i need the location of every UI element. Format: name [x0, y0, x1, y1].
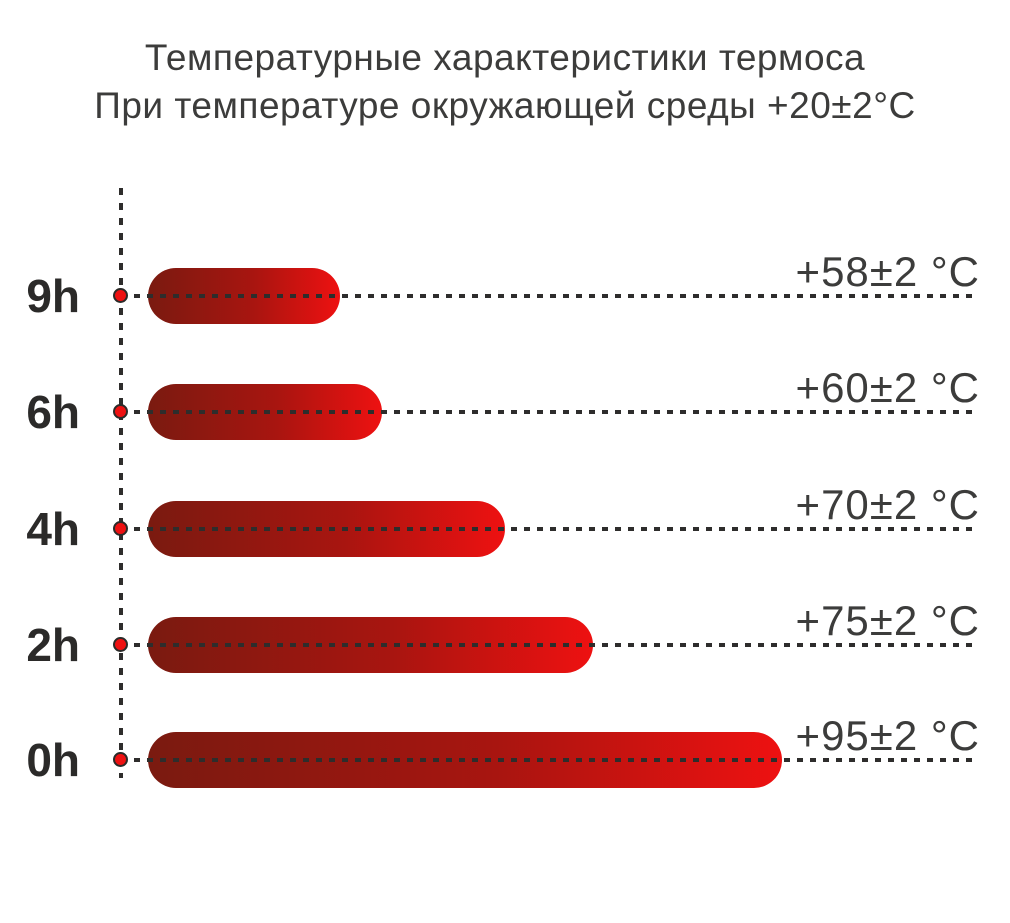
temperature-value-label: +60±2 °C	[795, 364, 980, 411]
axis-point-marker-icon	[113, 637, 128, 652]
chart-title-line2: При температуре окружающей среды +20±2°C	[94, 85, 916, 126]
dotted-guide-line	[121, 643, 977, 647]
chart-row-9h: 9h +58±2 °C	[0, 236, 1010, 356]
temperature-value-label: +75±2 °C	[795, 597, 980, 644]
dotted-guide-line	[121, 294, 977, 298]
axis-point-marker-icon	[113, 404, 128, 419]
chart-row-2h: 2h +75±2 °C	[0, 585, 1010, 705]
chart-row-0h: 0h +95±2 °C	[0, 700, 1010, 820]
chart-title: Температурные характеристики термоса При…	[0, 34, 1010, 130]
temperature-value-label: +95±2 °C	[795, 712, 980, 759]
chart-row-4h: 4h +70±2 °C	[0, 469, 1010, 589]
axis-point-marker-icon	[113, 752, 128, 767]
temperature-value-label: +70±2 °C	[795, 481, 980, 528]
time-label: 4h	[26, 503, 80, 555]
axis-point-marker-icon	[113, 288, 128, 303]
temperature-value-label: +58±2 °C	[795, 248, 980, 295]
time-label: 0h	[26, 734, 80, 786]
chart-row-6h: 6h +60±2 °C	[0, 352, 1010, 472]
chart-title-line1: Температурные характеристики термоса	[144, 37, 866, 78]
dotted-guide-line	[121, 410, 977, 414]
time-label: 2h	[26, 619, 80, 671]
time-axis-dotted-line	[119, 188, 123, 778]
axis-point-marker-icon	[113, 521, 128, 536]
dotted-guide-line	[121, 758, 977, 762]
time-label: 9h	[26, 270, 80, 322]
dotted-guide-line	[121, 527, 977, 531]
time-label: 6h	[26, 386, 80, 438]
